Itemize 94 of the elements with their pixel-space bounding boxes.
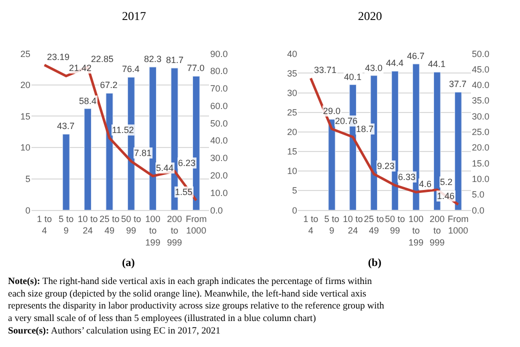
y2-tick-label: 30.0 xyxy=(210,153,228,164)
data-label: 7.81 xyxy=(134,148,152,158)
data-label: 37.7 xyxy=(449,79,467,89)
data-label: 6.33 xyxy=(398,172,416,182)
data-label: 77.0 xyxy=(187,63,205,73)
data-label: 11.52 xyxy=(112,125,134,135)
data-label: 76.4 xyxy=(122,64,140,74)
x-tick-label: From 1000 xyxy=(448,214,469,236)
bar xyxy=(328,119,336,210)
data-label: 58.4 xyxy=(79,96,97,106)
y2-tick-label: 50.0 xyxy=(210,118,228,128)
y2-tick-label: 40.0 xyxy=(210,136,228,146)
y-tick-label: 35 xyxy=(287,68,298,78)
x-tick-label: 5 to 9 xyxy=(58,214,74,236)
x-tick-label: 100 to 199 xyxy=(145,214,160,248)
x-tick-label: 1 to 4 xyxy=(303,214,318,236)
data-label: 81.7 xyxy=(166,55,184,65)
x-tick-label: From 1000 xyxy=(186,214,207,236)
data-label: 46.7 xyxy=(407,51,425,61)
data-label: 20.76 xyxy=(335,116,358,126)
y-tick-label: 0 xyxy=(25,205,30,216)
x-tick-label: 10 to 24 xyxy=(78,214,98,236)
data-label: 9.23 xyxy=(377,161,395,171)
y2-tick-label: 0.0 xyxy=(210,205,223,216)
x-tick-label: 25 to 49 xyxy=(99,214,120,236)
y-tick-label: 25 xyxy=(20,48,30,59)
x-tick-label: 10 to 24 xyxy=(342,214,363,236)
data-label: 1.46 xyxy=(437,191,455,201)
data-label: 5.2 xyxy=(440,177,453,187)
x-tick-label: 50 to 99 xyxy=(121,214,142,236)
y-tick-label: 20 xyxy=(20,80,30,90)
y-tick-label: 0 xyxy=(292,205,298,216)
data-label: 43.0 xyxy=(365,63,383,73)
data-label: 21.42 xyxy=(69,63,92,73)
y-tick-label: 40 xyxy=(287,48,298,59)
y-tick-label: 5 xyxy=(292,186,298,196)
y2-tick-label: 70.0 xyxy=(210,84,228,94)
chart-title: 2020 xyxy=(358,9,382,23)
y2-tick-label: 30.0 xyxy=(472,111,490,122)
data-label: 40.1 xyxy=(344,72,362,82)
data-label: 23.19 xyxy=(47,52,70,62)
chart-title: 2017 xyxy=(122,9,146,23)
data-label: 4.6 xyxy=(419,179,432,189)
y2-tick-label: 50.0 xyxy=(472,48,490,59)
data-label: 67.2 xyxy=(100,80,118,90)
y2-tick-label: 90.0 xyxy=(210,48,228,59)
y2-tick-label: 45.0 xyxy=(472,64,490,74)
data-label: 18.7 xyxy=(356,124,374,134)
y2-tick-label: 80.0 xyxy=(210,66,228,76)
data-label: 22.85 xyxy=(91,54,114,64)
text: (b) xyxy=(368,257,382,269)
data-label: 44.1 xyxy=(428,59,446,69)
x-tick-label: 200 to 999 xyxy=(430,214,445,248)
bar xyxy=(62,134,70,210)
y-tick-label: 30 xyxy=(287,88,298,98)
bar xyxy=(84,108,92,210)
y2-tick-label: 10.0 xyxy=(472,174,490,184)
y2-tick-label: 0.0 xyxy=(472,205,484,216)
bar xyxy=(454,92,462,210)
data-label: 43.7 xyxy=(57,121,75,131)
y-tick-label: 15 xyxy=(20,111,30,122)
y2-tick-label: 20.0 xyxy=(210,170,228,180)
y-tick-label: 25 xyxy=(287,107,298,118)
y-tick-label: 15 xyxy=(287,146,298,157)
x-tick-label: 1 to 4 xyxy=(36,214,52,236)
y-tick-label: 10 xyxy=(287,166,298,176)
y-tick-label: 5 xyxy=(25,174,30,184)
text: Note(s): The right-hand side vertical axis in each graph indicates the percentage of firms within each size group (depicted by the solid orange line). Meanwhile, the left-hand side vertical axis represents the disparity in labor productivity across size groups relative to the reference group with a very small scale of of less than 5 employees (illustrated in a blue column chart) xyxy=(8,277,384,324)
y2-tick-label: 60.0 xyxy=(210,100,228,111)
y2-tick-label: 40.0 xyxy=(472,80,490,90)
y2-tick-label: 15.0 xyxy=(472,158,490,168)
x-tick-label: 5 to 9 xyxy=(324,214,340,236)
y2-tick-label: 20.0 xyxy=(472,142,490,153)
data-label: 1.55 xyxy=(175,187,193,197)
x-tick-label: 100 to 199 xyxy=(408,214,424,248)
y2-tick-label: 5.0 xyxy=(472,190,484,200)
data-label: 5.44 xyxy=(156,163,174,173)
y-tick-label: 10 xyxy=(20,142,30,153)
data-label: 33.71 xyxy=(314,65,337,75)
data-label: 82.3 xyxy=(144,54,162,64)
text: (a) xyxy=(122,257,136,269)
bar xyxy=(149,66,157,210)
x-tick-label: 25 to 49 xyxy=(364,214,384,236)
source-note: Source(s): Authors’ calculation using EC in 2017, 2021 xyxy=(8,326,221,336)
y2-tick-label: 10.0 xyxy=(210,188,228,198)
data-label: 29.0 xyxy=(323,106,341,116)
data-label: 6.23 xyxy=(178,158,196,168)
x-tick-label: 50 to 99 xyxy=(384,214,406,236)
x-tick-label: 200 to 999 xyxy=(166,214,182,248)
y-tick-label: 20 xyxy=(287,127,298,138)
y2-tick-label: 35.0 xyxy=(472,96,490,106)
bar xyxy=(106,93,114,210)
data-label: 44.4 xyxy=(386,58,404,68)
y2-tick-label: 25.0 xyxy=(472,127,490,138)
